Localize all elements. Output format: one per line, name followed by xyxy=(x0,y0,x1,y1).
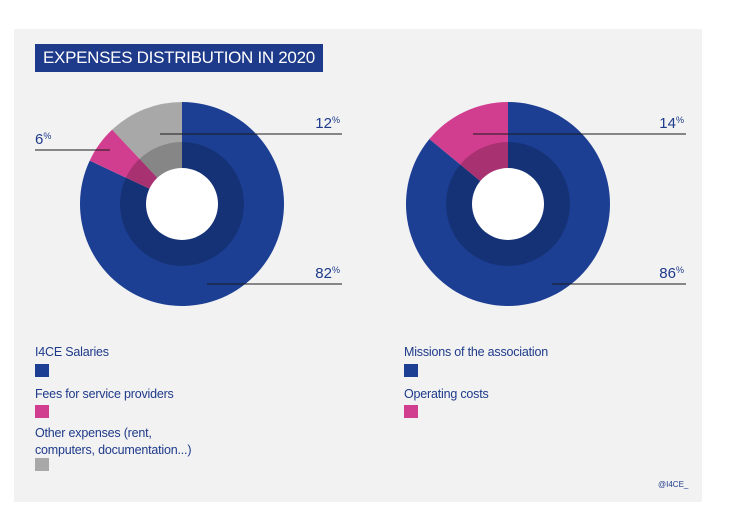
legend-swatch-i4ce-salaries xyxy=(35,364,49,377)
legend-label-other-expenses-line2: computers, documentation...) xyxy=(35,443,192,457)
legend-swatch-operating-costs xyxy=(404,405,418,418)
pct-label-fees-for-service-providers: 6% xyxy=(35,131,51,148)
legend-swatch-other-expenses xyxy=(35,458,49,471)
legend-swatch-missions-association xyxy=(404,364,418,377)
legend-label-i4ce-salaries: I4CE Salaries xyxy=(35,345,109,359)
pct-label-i4ce-salaries: 82% xyxy=(315,265,340,282)
chart-title: EXPENSES DISTRIBUTION IN 2020 xyxy=(35,44,323,72)
credit-handle: @I4CE_ xyxy=(658,480,689,489)
legend-label-fees-service-providers: Fees for service providers xyxy=(35,387,174,401)
legend-label-missions-association: Missions of the association xyxy=(404,345,548,359)
pct-label-operating-costs: 14% xyxy=(659,115,684,132)
pct-label-other-expenses-rent-computers-documentation: 12% xyxy=(315,115,340,132)
donut-hole xyxy=(146,168,218,240)
legend-label-other-expenses-line1: Other expenses (rent, xyxy=(35,426,152,440)
legend-swatch-fees-service-providers xyxy=(35,405,49,418)
legend-label-operating-costs: Operating costs xyxy=(404,387,489,401)
pct-label-missions-of-the-association: 86% xyxy=(659,265,684,282)
donut-hole xyxy=(472,168,544,240)
